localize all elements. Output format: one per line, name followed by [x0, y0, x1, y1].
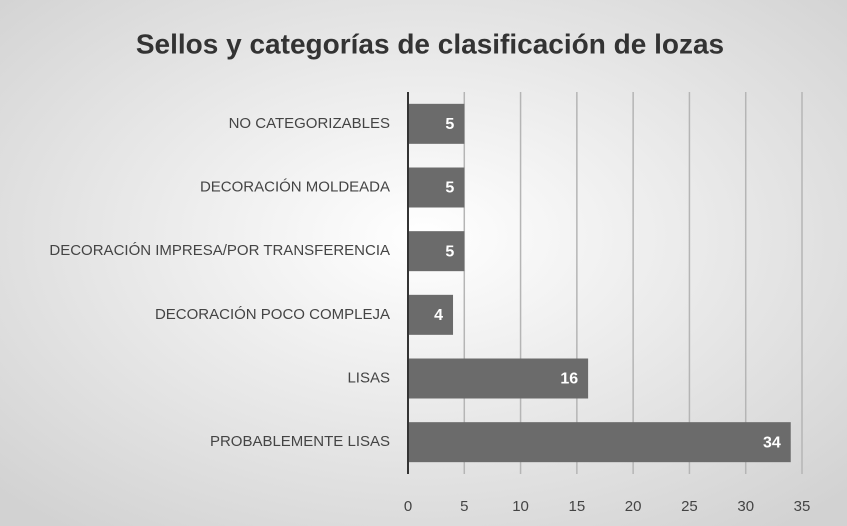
x-tick-label: 5: [460, 498, 468, 515]
value-label: 5: [445, 180, 454, 197]
y-tick-label: LISAS: [347, 369, 390, 386]
y-tick-label: DECORACIÓN POCO COMPLEJA: [155, 306, 390, 323]
bar: [408, 358, 589, 399]
value-label: 4: [434, 307, 443, 324]
value-label: 5: [445, 116, 454, 133]
value-label: 5: [445, 243, 454, 260]
bar: [408, 103, 465, 144]
bar: [408, 231, 465, 272]
y-tick-label: DECORACIÓN MOLDEADA: [200, 178, 390, 195]
x-tick-label: 0: [404, 498, 412, 515]
chart-title: Sellos y categorías de clasificación de …: [136, 28, 724, 59]
x-tick-label: 25: [681, 498, 698, 515]
x-tick-label: 30: [737, 498, 754, 515]
x-tick-label: 20: [625, 498, 642, 515]
y-tick-label: DECORACIÓN IMPRESA/POR TRANSFERENCIA: [49, 242, 390, 259]
y-tick-label: NO CATEGORIZABLES: [229, 115, 390, 132]
bar: [408, 167, 465, 208]
bar: [408, 294, 454, 335]
x-tick-label: 10: [512, 498, 529, 515]
x-tick-label: 15: [569, 498, 586, 515]
y-tick-label: PROBABLEMENTE LISAS: [210, 433, 390, 450]
value-label: 16: [560, 371, 578, 388]
value-label: 34: [763, 434, 781, 451]
x-tick-label: 35: [794, 498, 811, 515]
bar: [408, 422, 791, 463]
